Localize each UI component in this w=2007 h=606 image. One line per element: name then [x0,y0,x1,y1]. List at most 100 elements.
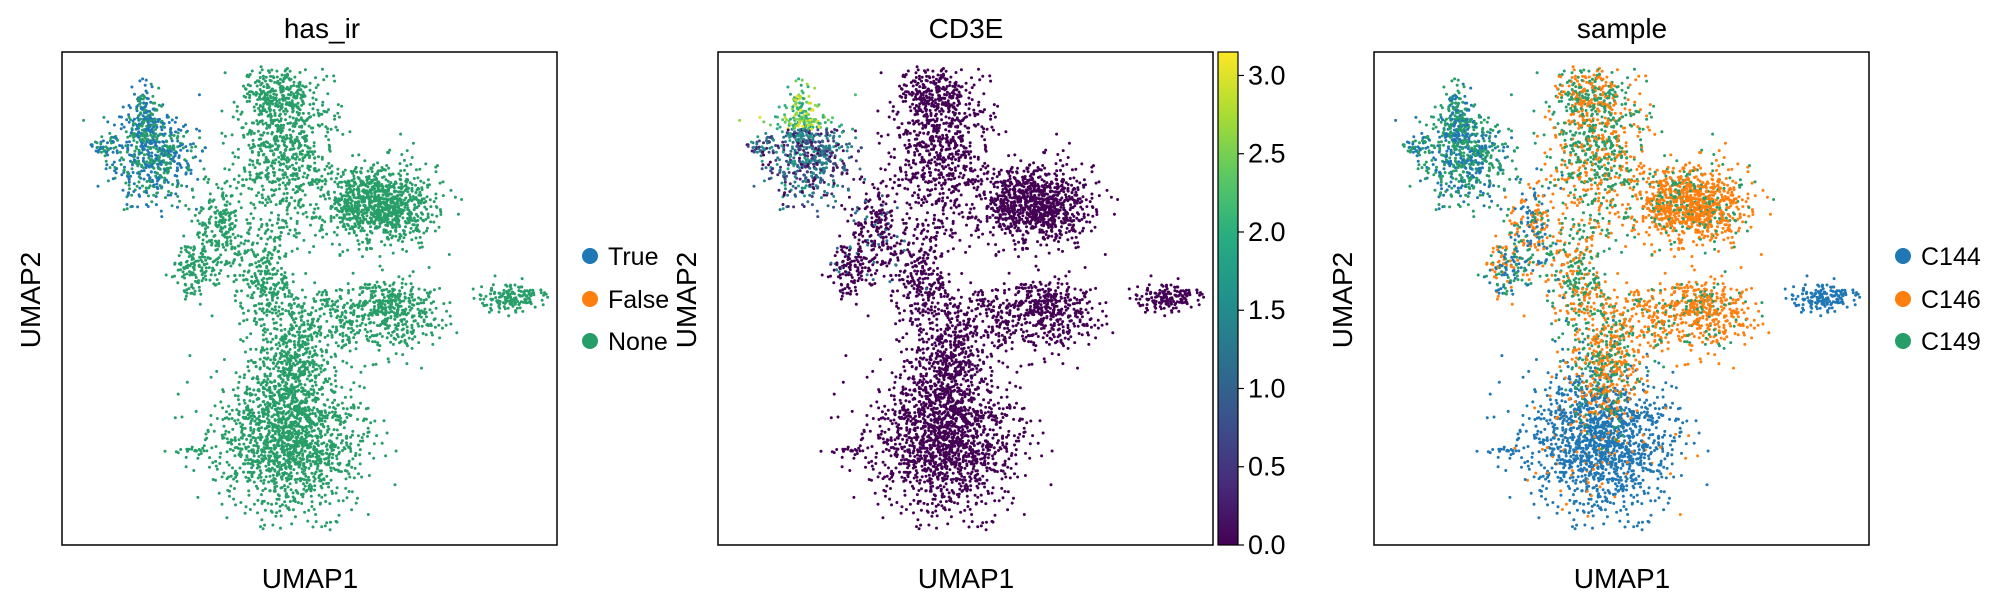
cell-point [290,522,294,526]
cell-point [227,168,231,172]
cell-point [283,359,287,363]
cell-point [312,445,316,449]
cell-point [320,185,324,189]
cell-point [246,365,250,369]
cell-point [270,223,274,227]
cell-point [296,501,300,505]
cell-point [434,196,438,200]
cell-point [278,101,282,105]
cell-point [275,272,278,276]
cell-point [291,156,295,160]
cell-point [299,479,302,483]
cell-point [232,210,236,214]
cell-point [455,331,459,335]
cell-point [221,388,225,392]
cell-point [279,151,282,154]
cell-point [258,367,262,371]
cell-point [247,449,251,453]
cell-point [297,303,301,307]
cell-point [320,413,324,417]
cell-point [262,281,266,285]
cell-point [240,447,244,451]
cell-point [300,164,304,168]
cell-point [314,309,318,313]
cell-point [261,347,265,351]
cell-point [287,359,291,362]
cell-point [345,361,349,365]
cell-point [301,111,305,115]
cell-point [202,246,206,250]
cell-point [297,409,301,413]
cell-point [257,153,261,157]
cell-point [223,225,227,229]
cell-point [281,181,285,185]
cell-point [234,299,237,303]
cell-point [329,219,333,223]
cell-point [239,192,243,196]
cell-point [359,370,363,374]
cell-point [303,329,307,333]
cell-point [219,253,223,257]
cell-point [311,452,315,456]
cell-point [345,301,349,305]
cell-point [190,291,194,295]
cell-point [268,374,272,378]
cell-point [358,462,362,466]
cell-point [295,435,299,439]
cell-point [440,318,444,322]
cell-point [287,158,291,162]
cell-point [185,272,189,276]
cell-point [273,80,277,84]
cell-point [351,403,355,407]
cell-point [372,199,376,203]
cell-point [330,461,334,465]
cell-point [353,215,357,218]
cell-point [238,450,242,454]
cell-point [290,324,294,328]
cell-point [295,231,299,235]
cell-point [272,367,276,371]
cell-point [188,273,192,277]
cell-point [373,305,376,308]
cell-point [374,196,378,199]
cell-point [428,183,431,187]
cell-point [420,324,424,328]
cell-point [376,303,380,307]
cell-point [281,392,285,396]
cell-point [280,301,284,305]
cell-point [265,242,268,246]
cell-point [340,313,344,317]
cell-point [242,278,246,282]
cell-point [318,124,322,128]
cell-point [250,393,254,397]
cell-point [265,256,269,260]
cell-point [394,234,398,238]
cell-point [298,158,301,161]
cell-point [254,255,258,259]
cell-point [239,304,243,308]
cell-point [259,225,263,229]
cell-point [276,144,280,148]
cell-point [248,173,252,177]
cell-point [184,465,188,469]
cell-point [384,323,388,327]
cell-point [367,208,371,212]
cell-point [430,213,434,217]
cell-point [299,417,302,421]
cell-point [251,411,255,415]
cell-point [270,87,274,91]
cell-point [274,308,277,312]
cell-point [401,323,405,327]
cell-point [215,369,219,373]
cell-point [403,205,407,209]
cell-point [267,259,271,263]
cell-point [334,443,338,447]
cell-point [295,135,299,139]
cell-point [233,252,237,256]
cell-point [307,508,311,512]
cell-point [362,300,366,304]
cell-point [294,397,298,401]
cell-point [429,301,433,305]
cell-point [300,130,304,133]
cell-point [242,269,246,273]
